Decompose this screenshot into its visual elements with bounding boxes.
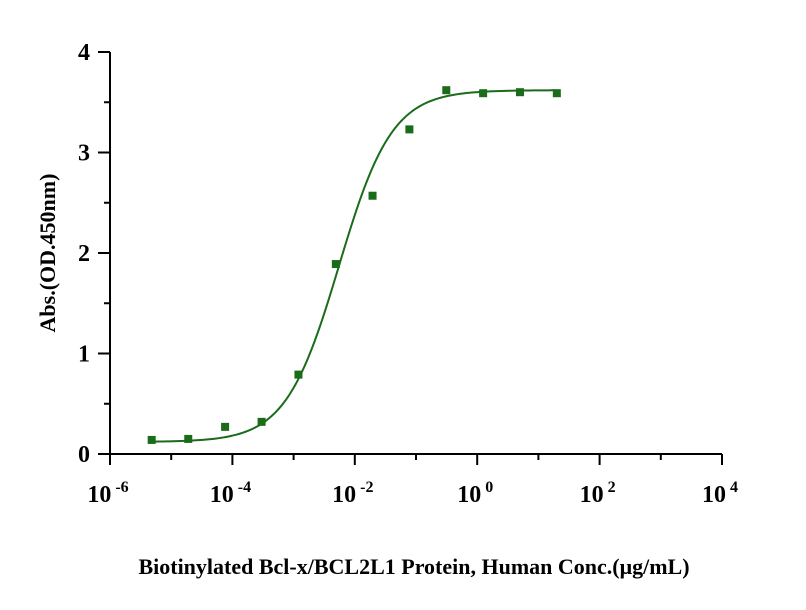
data-point xyxy=(147,435,156,444)
y-ticks: 0 1 2 3 4 xyxy=(78,40,110,468)
x-tick-label: 10 -6 xyxy=(87,479,128,508)
x-tick-label: 10 2 xyxy=(580,479,616,508)
y-tick-label: 1 xyxy=(78,342,90,368)
data-point xyxy=(257,417,266,426)
x-ticks: 10 -6 10 -4 10 -2 10 0 10 2 10 4 xyxy=(87,454,738,508)
data-point xyxy=(221,422,230,431)
y-tick-label: 3 xyxy=(78,141,90,167)
data-point xyxy=(331,260,340,269)
data-point xyxy=(368,191,377,200)
y-axis-title: Abs.(OD.450nm) xyxy=(35,174,60,333)
data-point xyxy=(552,89,561,98)
data-point xyxy=(294,370,303,379)
data-point xyxy=(479,89,488,98)
y-tick-label: 2 xyxy=(78,241,90,267)
x-axis-title: Biotinylated Bcl-x/BCL2L1 Protein, Human… xyxy=(138,554,689,579)
x-tick-label: 10 4 xyxy=(702,479,738,508)
y-tick-label: 0 xyxy=(78,442,90,468)
data-point xyxy=(184,434,193,443)
axes xyxy=(109,52,722,455)
x-tick-label: 10 0 xyxy=(457,479,493,508)
data-point xyxy=(515,88,524,97)
x-tick-label: 10 -2 xyxy=(332,479,373,508)
data-points xyxy=(147,86,561,444)
y-tick-label: 4 xyxy=(78,40,90,66)
data-point xyxy=(442,86,451,95)
data-point xyxy=(405,125,414,134)
fit-curve xyxy=(151,89,557,443)
x-tick-label: 10 -4 xyxy=(210,479,251,508)
